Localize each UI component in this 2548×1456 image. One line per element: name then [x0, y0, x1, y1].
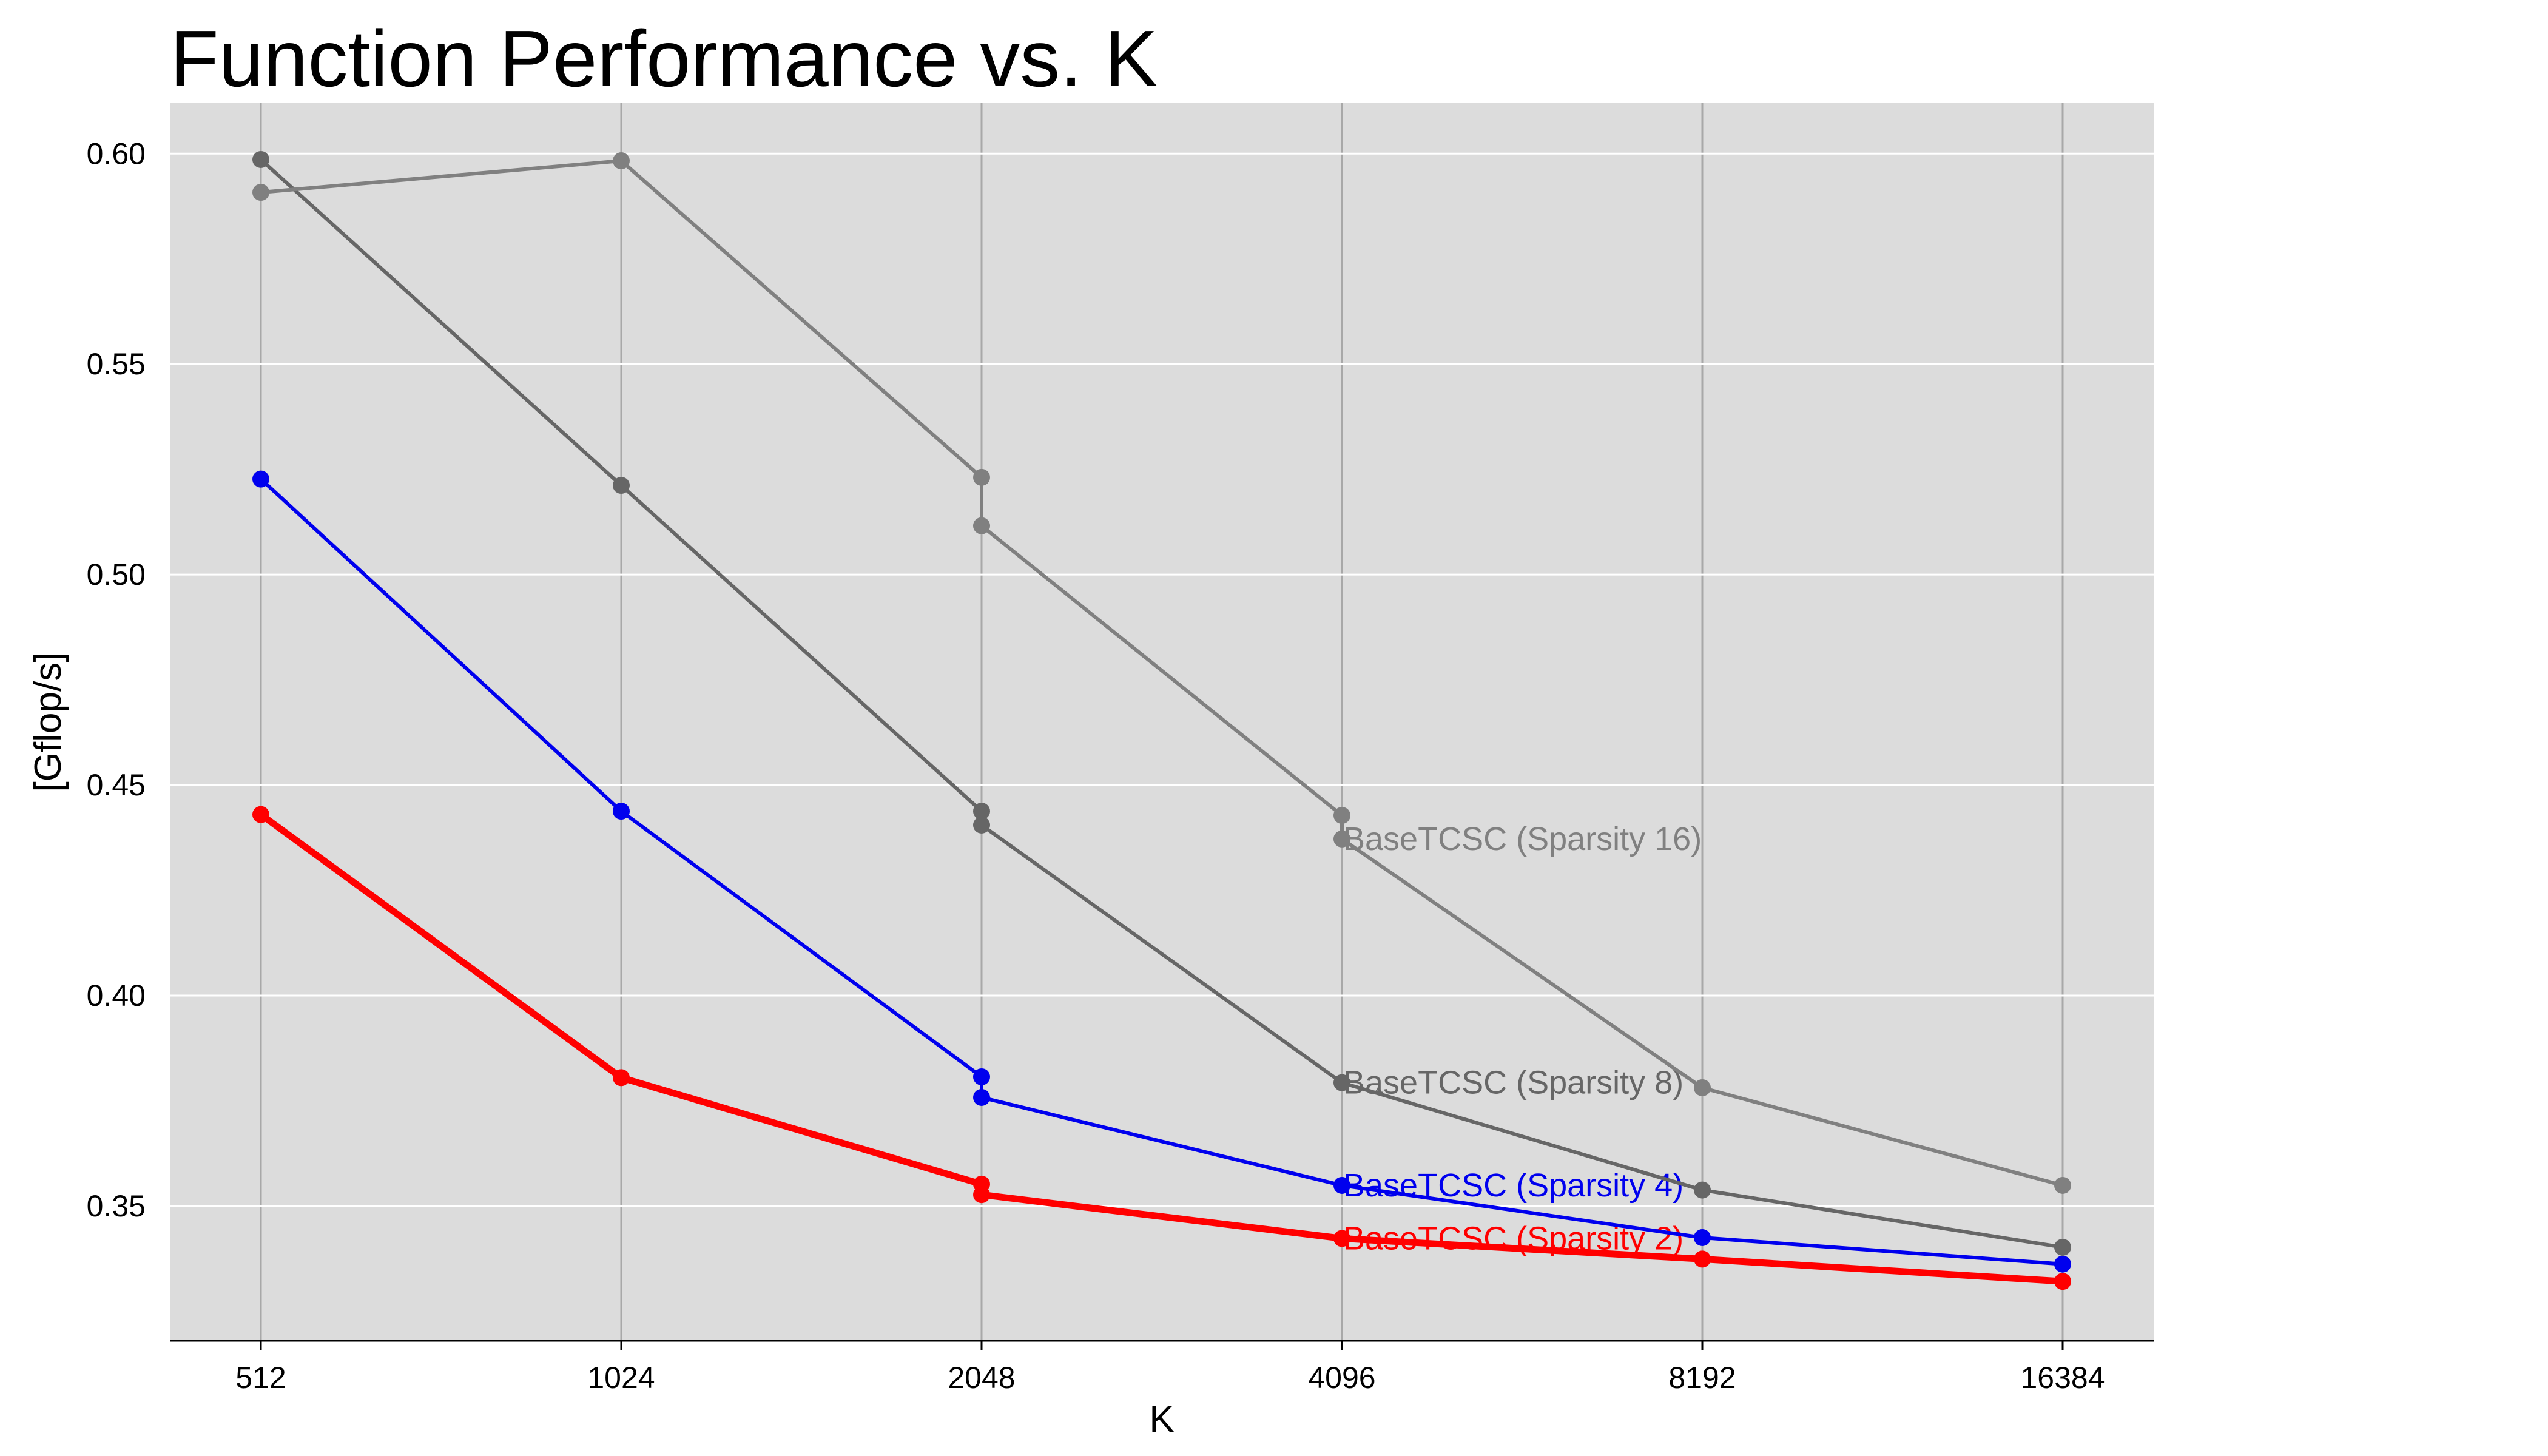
y-tick-label: 0.35 — [87, 1189, 146, 1223]
data-point — [613, 803, 630, 820]
y-tick-label: 0.40 — [87, 979, 146, 1013]
data-point — [1694, 1079, 1711, 1096]
y-tick-label: 0.55 — [87, 347, 146, 381]
data-point — [613, 477, 630, 494]
data-point — [252, 150, 269, 168]
data-point — [1333, 830, 1350, 848]
data-point — [2054, 1255, 2071, 1273]
data-point — [1333, 1230, 1350, 1247]
data-point — [973, 517, 990, 534]
x-tick-label: 4096 — [1308, 1361, 1375, 1395]
data-point — [1333, 807, 1350, 824]
data-point — [252, 806, 269, 823]
data-point — [973, 803, 990, 820]
data-point — [973, 1068, 990, 1085]
data-point — [613, 152, 630, 170]
data-point — [1333, 1074, 1350, 1091]
x-tick-label: 512 — [235, 1361, 286, 1395]
y-axis-label: [Gflop/s] — [27, 652, 69, 792]
series-line-4 — [260, 159, 2063, 1187]
data-point — [973, 468, 990, 486]
data-point — [973, 1186, 990, 1204]
data-point — [1333, 1176, 1350, 1194]
data-point — [252, 184, 269, 201]
series-label-4: BaseTCSC (Sparsity 16) — [1343, 821, 1702, 857]
data-point — [1694, 1229, 1711, 1246]
x-tick-label: 1024 — [587, 1361, 655, 1395]
data-point — [1694, 1181, 1711, 1199]
grid — [170, 103, 2154, 1341]
data-point — [252, 470, 269, 488]
data-point — [613, 1069, 630, 1087]
y-tick-label: 0.50 — [87, 558, 146, 592]
series-label-2: BaseTCSC (Sparsity 4) — [1343, 1167, 1684, 1204]
series-layer: BaseTCSC (Sparsity 2)BaseTCSC (Sparsity … — [252, 150, 2071, 1290]
y-tick-label: 0.45 — [87, 768, 146, 802]
axis-ticks: 512 1024 2048 4096 8192 16384 0.35 0.40 0.45 0.50… — [87, 136, 2105, 1395]
x-axis-label: K — [1149, 1398, 1174, 1440]
plot-background — [170, 103, 2154, 1341]
data-point — [1694, 1250, 1711, 1268]
data-point — [2054, 1273, 2071, 1290]
y-tick-label: 0.60 — [87, 136, 146, 170]
data-point — [2054, 1238, 2071, 1256]
data-point — [973, 1088, 990, 1106]
chart-title: Function Performance vs. K — [170, 14, 1158, 103]
x-tick-label: 2048 — [948, 1361, 1015, 1395]
x-tick-label: 8192 — [1668, 1361, 1736, 1395]
data-point — [2054, 1176, 2071, 1194]
series-label-3: BaseTCSC (Sparsity 8) — [1343, 1065, 1684, 1101]
data-point — [973, 817, 990, 834]
x-tick-label: 16384 — [2020, 1361, 2105, 1395]
